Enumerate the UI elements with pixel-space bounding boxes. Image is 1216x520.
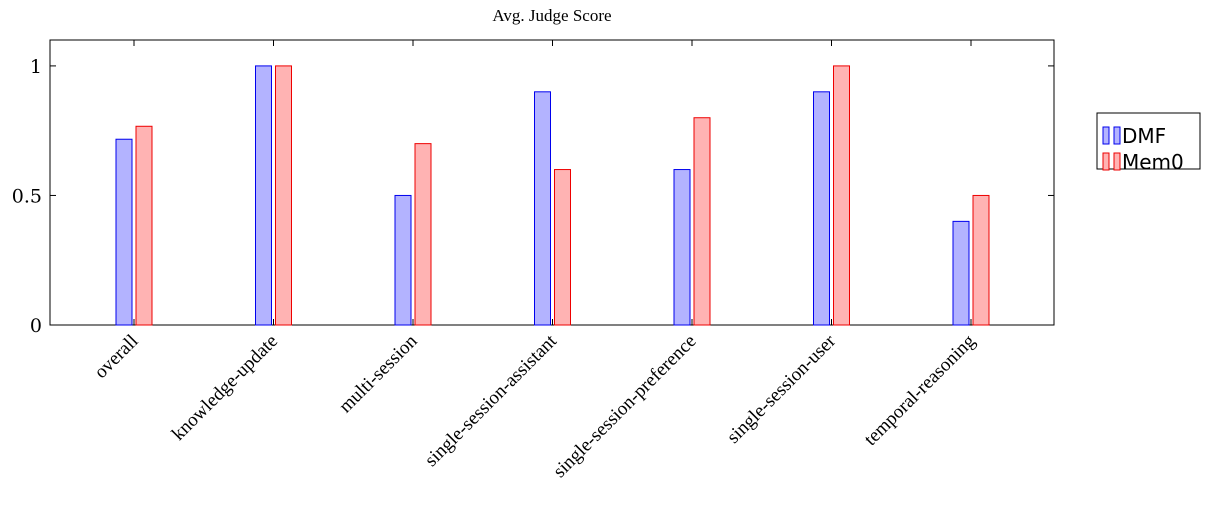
x-tick-label: multi-session [335, 330, 422, 417]
x-tick-label: temporal-reasoning [860, 330, 980, 450]
legend-swatch [1113, 126, 1121, 145]
bar-dmf-multi-session [394, 194, 412, 326]
plot-frame [49, 39, 1055, 326]
bars [115, 65, 990, 326]
bar-mem0-temporal-reasoning [972, 194, 990, 326]
plot-axes: 00.51 [12, 39, 1055, 337]
bar-dmf-temporal-reasoning [952, 220, 970, 326]
bar-dmf-single-session-preference [673, 169, 691, 326]
y-tick-label: 0.5 [12, 185, 42, 207]
x-tick-label: overall [90, 331, 142, 383]
bar-dmf-knowledge-update [255, 65, 272, 326]
bar-dmf-single-session-user [813, 91, 830, 326]
bar-dmf-overall [115, 138, 133, 326]
x-tick-labels: overall knowledge-update multi-session sing… [90, 330, 980, 482]
x-tick-label: single-session-user [723, 330, 841, 448]
bar-dmf-single-session-assistant [534, 91, 551, 326]
legend-swatch [1113, 152, 1121, 171]
chart-title: Avg. Judge Score [492, 6, 611, 25]
bar-mem0-knowledge-update [275, 65, 292, 326]
y-tick-label: 1 [30, 56, 42, 78]
legend-swatch [1102, 126, 1110, 145]
bar-mem0-single-session-assistant [554, 169, 571, 326]
bar-mem0-single-session-preference [693, 117, 711, 326]
legend-label: Mem0 [1122, 150, 1184, 174]
x-tick-label: knowledge-update [168, 331, 282, 445]
bar-mem0-single-session-user [833, 65, 850, 326]
y-tick-label: 0 [30, 315, 42, 337]
bar-mem0-multi-session [414, 143, 432, 326]
legend-label: DMF [1122, 124, 1166, 148]
x-tick-label: single-session-assistant [421, 330, 562, 471]
bar-mem0-overall [135, 125, 153, 326]
legend-swatch [1102, 152, 1110, 171]
x-tick-label: single-session-preference [549, 331, 700, 482]
